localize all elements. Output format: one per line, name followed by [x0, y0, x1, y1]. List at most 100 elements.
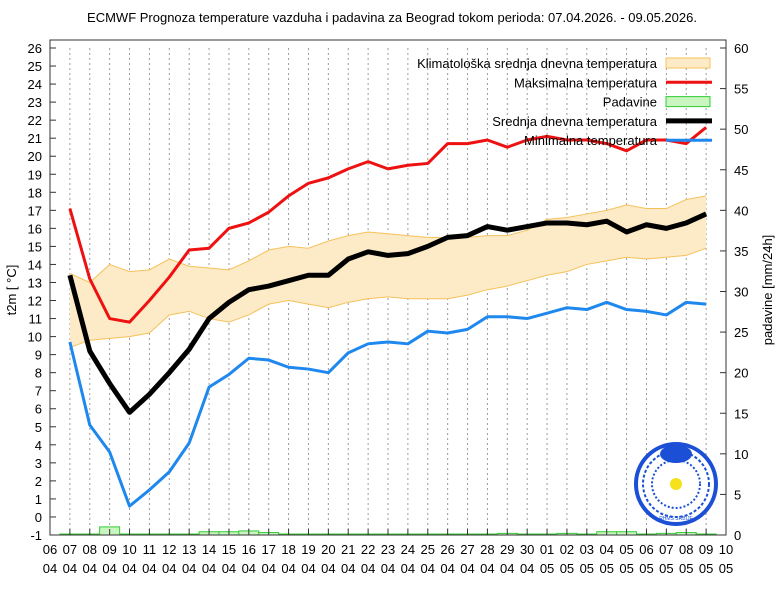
y-tick-label: 0 — [35, 510, 42, 525]
y2-tick-label: 60 — [734, 41, 748, 56]
series-lines — [67, 126, 708, 508]
x-tick-label-day: 15 — [222, 542, 236, 557]
y-tick-label: -1 — [30, 528, 42, 543]
legend-label: Maksimalna temperatura — [514, 75, 658, 90]
x-tick-label-month: 04 — [361, 561, 375, 576]
y-tick-label: 5 — [35, 420, 42, 435]
x-tick-label-day: 04 — [599, 542, 613, 557]
y-tick-label: 3 — [35, 456, 42, 471]
legend-label: Padavine — [603, 95, 657, 110]
rhms-logo: RHMS SRBIJE — [634, 442, 718, 526]
y2-tick-label: 15 — [734, 406, 748, 421]
logo-text: RHMS SRBIJE — [659, 516, 693, 522]
axes: -101234567891011121314151617181920212223… — [28, 39, 748, 576]
y2-tick-label: 40 — [734, 203, 748, 218]
x-tick-label-day: 08 — [679, 542, 693, 557]
climatology-upper-line — [69, 195, 707, 284]
y-tick-label: 18 — [28, 185, 42, 200]
x-tick-label-month: 05 — [659, 561, 673, 576]
chart-title: ECMWF Prognoza temperature vazduha i pad… — [87, 10, 697, 25]
legend-label: Klimatološka srednja dnevna temperatura — [417, 56, 658, 71]
x-tick-label-day: 05 — [619, 542, 633, 557]
y-tick-label: 12 — [28, 294, 42, 309]
x-tick-label-month: 05 — [619, 561, 633, 576]
y2-tick-label: 20 — [734, 366, 748, 381]
x-tick-label-day: 16 — [242, 542, 256, 557]
x-tick-label-day: 29 — [500, 542, 514, 557]
x-tick-label-month: 04 — [500, 561, 514, 576]
y-tick-label: 10 — [28, 330, 42, 345]
x-tick-label-day: 19 — [301, 542, 315, 557]
x-tick-label-month: 05 — [540, 561, 554, 576]
y-tick-label: 13 — [28, 275, 42, 290]
legend: Klimatološka srednja dnevna temperatura M… — [417, 56, 712, 148]
x-tick-label-day: 09 — [699, 542, 713, 557]
y-tick-label: 16 — [28, 221, 42, 236]
y2-tick-label: 30 — [734, 285, 748, 300]
x-tick-label-day: 10 — [122, 542, 136, 557]
logo-sun-icon — [670, 478, 682, 490]
y-tick-label: 25 — [28, 59, 42, 74]
x-tick-label-day: 12 — [162, 542, 176, 557]
x-tick-label-day: 09 — [102, 542, 116, 557]
y2-tick-label: 35 — [734, 244, 748, 259]
y-tick-label: 4 — [35, 438, 42, 453]
x-tick-label-month: 04 — [321, 561, 335, 576]
x-tick-label-day: 30 — [520, 542, 534, 557]
x-tick-label-month: 04 — [122, 561, 136, 576]
y-axis-label: t2m [ °C] — [4, 265, 19, 316]
y2-tick-label: 25 — [734, 325, 748, 340]
x-tick-label-day: 24 — [401, 542, 415, 557]
y-tick-label: 26 — [28, 41, 42, 56]
climatology-band — [69, 195, 707, 348]
legend-label: Minimalna temperatura — [524, 133, 658, 148]
x-tick-label-month: 04 — [520, 561, 534, 576]
x-tick-label-month: 05 — [560, 561, 574, 576]
y2-tick-label: 0 — [734, 528, 741, 543]
x-tick-label-month: 04 — [242, 561, 256, 576]
x-tick-label-month: 05 — [719, 561, 733, 576]
x-tick-label-day: 27 — [460, 542, 474, 557]
legend-label: Srednja dnevna temperatura — [492, 114, 658, 129]
x-tick-label-day: 10 — [719, 542, 733, 557]
x-tick-label-month: 05 — [599, 561, 613, 576]
x-tick-label-day: 06 — [639, 542, 653, 557]
x-tick-label-month: 04 — [162, 561, 176, 576]
series-line-min — [68, 300, 707, 508]
climatology-band-fill — [69, 195, 707, 348]
y-tick-label: 2 — [35, 474, 42, 489]
x-tick-label-month: 04 — [202, 561, 216, 576]
x-tick-label-day: 17 — [261, 542, 275, 557]
y-tick-label: 8 — [35, 366, 42, 381]
y-tick-label: 22 — [28, 113, 42, 128]
y-tick-label: 21 — [28, 131, 42, 146]
x-tick-label-day: 03 — [580, 542, 594, 557]
x-tick-label-day: 11 — [143, 542, 157, 557]
y-tick-label: 20 — [28, 149, 42, 164]
x-tick-label-month: 04 — [460, 561, 474, 576]
logo-cloud-icon — [660, 445, 692, 463]
x-tick-label-month: 04 — [381, 561, 395, 576]
y2-tick-label: 45 — [734, 163, 748, 178]
x-tick-label-month: 04 — [341, 561, 355, 576]
x-tick-label-month: 04 — [261, 561, 275, 576]
x-tick-label-day: 25 — [421, 542, 435, 557]
x-tick-label-month: 04 — [142, 561, 156, 576]
y-tick-label: 17 — [28, 203, 42, 218]
y2-tick-label: 5 — [734, 487, 741, 502]
x-tick-label-month: 04 — [440, 561, 454, 576]
legend-swatch-band — [665, 57, 711, 69]
x-tick-label-month: 04 — [301, 561, 315, 576]
x-tick-label-day: 18 — [281, 542, 295, 557]
x-tick-label-month: 05 — [679, 561, 693, 576]
x-tick-label-day: 06 — [43, 542, 57, 557]
y-tick-label: 15 — [28, 239, 42, 254]
x-tick-label-day: 08 — [83, 542, 97, 557]
x-tick-label-month: 04 — [63, 561, 77, 576]
x-tick-label-day: 23 — [381, 542, 395, 557]
y2-tick-label: 55 — [734, 82, 748, 97]
x-tick-label-day: 22 — [361, 542, 375, 557]
y2-tick-label: 50 — [734, 122, 748, 137]
y-tick-label: 6 — [35, 402, 42, 417]
